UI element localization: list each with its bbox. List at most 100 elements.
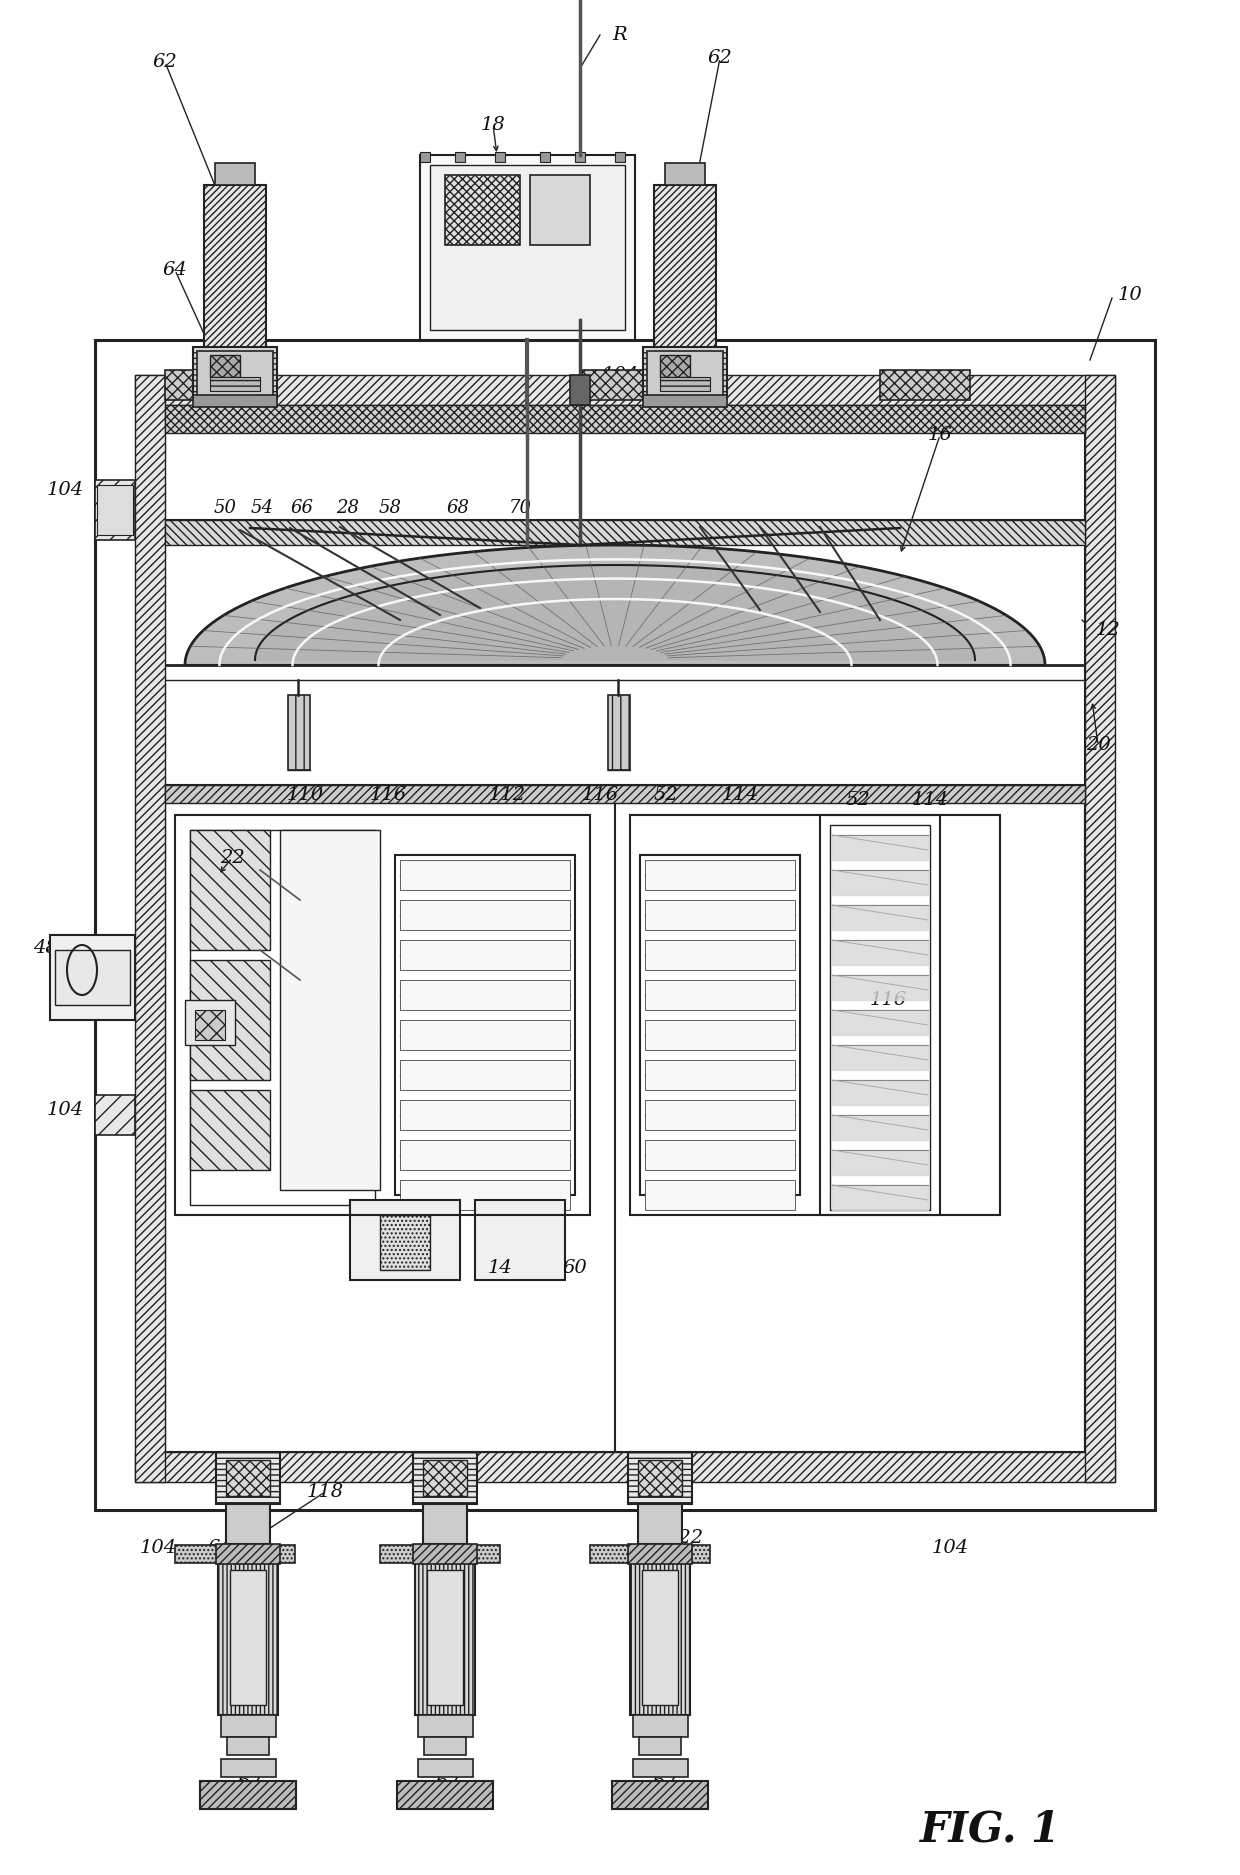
Bar [401,1101,570,1131]
Bar [190,960,270,1080]
Bar [397,1781,494,1809]
Bar [645,900,795,930]
Bar [423,1504,467,1543]
Bar [413,1543,477,1564]
Polygon shape [832,975,928,999]
Bar [205,186,267,351]
Bar [280,831,379,1191]
Text: 114: 114 [722,786,759,804]
Bar [830,825,930,1209]
Bar [645,1179,795,1209]
Bar [401,1020,570,1050]
Polygon shape [832,1185,928,1209]
Bar [95,339,1154,1509]
Bar [627,1451,692,1504]
Text: 104: 104 [601,366,639,384]
Bar [200,1781,296,1809]
Polygon shape [832,1116,928,1140]
Bar [645,981,795,1011]
Bar [632,1716,688,1736]
Bar [639,1461,682,1496]
Bar [645,939,795,969]
Bar [195,1011,224,1041]
Bar [401,939,570,969]
Text: 66: 66 [290,499,314,518]
Bar [227,1736,269,1755]
Text: 58: 58 [378,499,402,518]
Bar [653,186,715,351]
Text: 104: 104 [46,482,83,499]
Bar [135,375,165,1481]
Bar [820,816,940,1215]
Text: 122: 122 [666,1528,703,1547]
Bar [210,377,260,392]
Bar [135,1451,1115,1481]
Bar [418,1716,472,1736]
Bar [615,152,625,161]
Text: 48: 48 [32,939,57,956]
Bar [645,861,795,891]
Bar [379,1215,430,1269]
Text: 52: 52 [846,791,870,808]
Bar [420,152,430,161]
Bar [539,152,551,161]
Text: 22: 22 [219,849,244,866]
Bar [55,951,130,1005]
Text: 116: 116 [582,786,619,804]
Bar [190,831,270,951]
Polygon shape [832,1149,928,1176]
Bar [175,1545,295,1564]
Bar [570,375,590,405]
Text: 110: 110 [286,786,324,804]
Text: 70: 70 [508,499,532,518]
Bar [630,816,999,1215]
Bar [529,174,590,246]
Bar [350,1200,460,1281]
Bar [165,369,255,399]
Polygon shape [832,834,928,861]
Bar [423,1461,467,1496]
Bar [165,519,1085,546]
Text: 56: 56 [425,1483,450,1502]
Bar [97,486,133,534]
Text: 104: 104 [139,1539,176,1556]
Polygon shape [185,546,1045,666]
Bar [229,1569,267,1704]
Text: 28: 28 [336,499,360,518]
Bar [215,163,255,186]
Bar [185,999,236,1044]
Bar [379,1545,500,1564]
Bar [396,855,575,1194]
Bar [197,351,273,398]
Polygon shape [832,1011,928,1035]
Bar [575,152,585,161]
Text: 62: 62 [708,49,733,68]
Bar [639,1736,681,1755]
Bar [401,900,570,930]
Bar [165,405,1085,1481]
Bar [95,480,135,540]
Bar [165,405,1085,433]
Text: 62: 62 [238,1774,263,1791]
Bar [401,861,570,891]
Bar [221,1716,277,1736]
Polygon shape [832,870,928,894]
Bar [645,1140,795,1170]
Text: 52: 52 [653,786,678,804]
Bar [455,152,465,161]
Text: 50: 50 [213,499,237,518]
Text: R: R [613,26,627,43]
Bar [216,1543,280,1564]
Text: FIG. 1: FIG. 1 [920,1809,1060,1851]
Bar [401,1179,570,1209]
Text: 64: 64 [440,1539,464,1556]
Bar [495,152,505,161]
Bar [1085,375,1115,1481]
Bar [193,396,277,407]
Bar [95,1095,135,1134]
Text: 14: 14 [487,1258,512,1277]
Bar [226,1461,270,1496]
Bar [630,1560,689,1716]
Bar [135,375,1115,405]
Polygon shape [832,1044,928,1071]
